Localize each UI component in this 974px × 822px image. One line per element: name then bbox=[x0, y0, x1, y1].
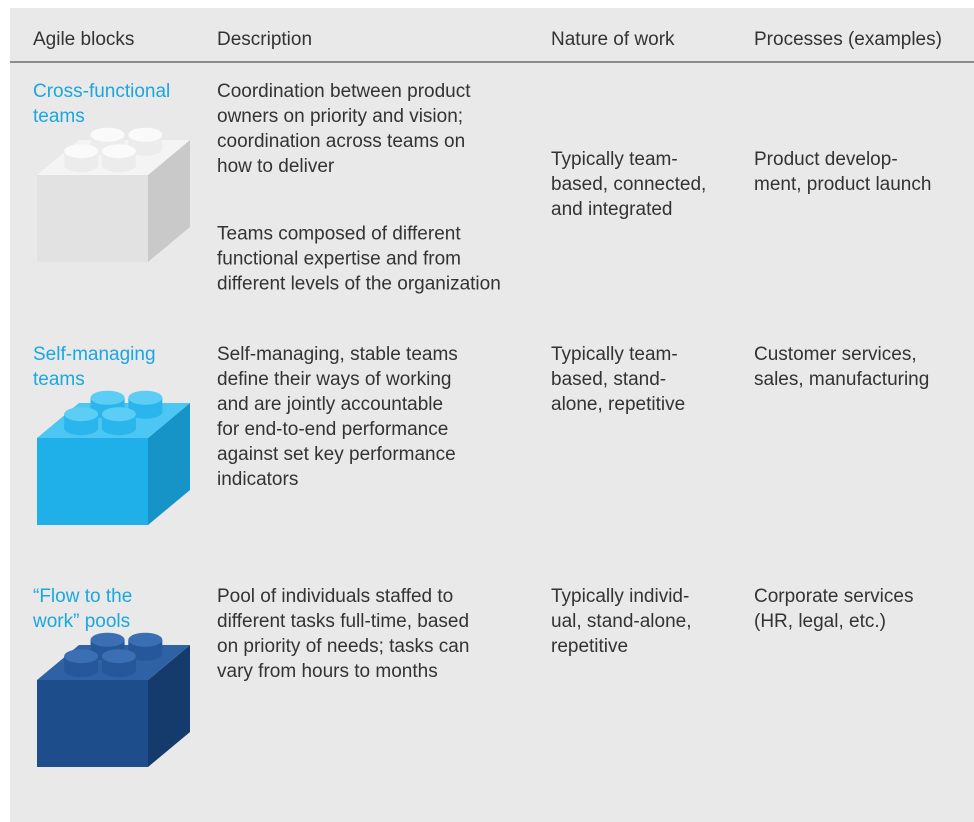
processes-line: Customer services, bbox=[754, 344, 917, 365]
brick-stud-top bbox=[64, 144, 99, 159]
brick-stud-base bbox=[128, 141, 163, 156]
block-name: teams bbox=[33, 106, 85, 127]
nature-line: based, stand- bbox=[551, 369, 666, 390]
brick-stud-top bbox=[101, 144, 136, 159]
nature-line: Typically team- bbox=[551, 149, 678, 170]
processes-line: sales, manufacturing bbox=[754, 369, 929, 390]
description-line: define their ways of working bbox=[217, 369, 451, 390]
description-line: against set key performance bbox=[217, 444, 456, 465]
brick-stud-base bbox=[64, 663, 99, 678]
block-name: Cross-functional bbox=[33, 81, 170, 102]
brick-front bbox=[37, 438, 148, 525]
description-line: and are jointly accountable bbox=[217, 394, 443, 415]
brick-side bbox=[148, 403, 190, 525]
column-header: Description bbox=[217, 29, 312, 50]
nature-line: based, connected, bbox=[551, 174, 706, 195]
description-line: Teams composed of different bbox=[217, 224, 461, 245]
description-line: vary from hours to months bbox=[217, 661, 438, 682]
brick-stud-top bbox=[101, 649, 136, 664]
block-name: Self-managing bbox=[33, 344, 156, 365]
description-line: Coordination between product bbox=[217, 81, 471, 102]
brick-front bbox=[37, 680, 148, 767]
brick-stud-base bbox=[101, 421, 136, 436]
column-header: Agile blocks bbox=[33, 29, 134, 50]
column-header: Nature of work bbox=[551, 29, 675, 50]
nature-line: Typically individ- bbox=[551, 586, 689, 607]
lego-brick bbox=[37, 127, 190, 262]
lego-brick bbox=[37, 390, 190, 525]
brick-stud-top bbox=[90, 632, 125, 647]
brick-stud-top bbox=[64, 649, 99, 664]
lego-brick bbox=[37, 632, 190, 767]
description-line: owners on priority and vision; bbox=[217, 106, 463, 127]
description-line: indicators bbox=[217, 469, 298, 490]
processes-line: (HR, legal, etc.) bbox=[754, 611, 886, 632]
description-line: different tasks full-time, based bbox=[217, 611, 469, 632]
description-line: Pool of individuals staffed to bbox=[217, 586, 453, 607]
column-header: Processes (examples) bbox=[754, 29, 942, 50]
brick-stud-top bbox=[90, 390, 125, 405]
brick-stud-base bbox=[64, 158, 99, 173]
brick-stud-top bbox=[128, 632, 163, 647]
brick-stud-base bbox=[101, 158, 136, 173]
brick-stud-top bbox=[128, 127, 163, 142]
brick-side bbox=[148, 645, 190, 767]
description-line: coordination across teams on bbox=[217, 131, 465, 152]
block-name: “Flow to the bbox=[33, 586, 132, 607]
description-line: how to deliver bbox=[217, 156, 335, 177]
nature-line: alone, repetitive bbox=[551, 394, 685, 415]
nature-line: Typically team- bbox=[551, 344, 678, 365]
processes-line: Corporate services bbox=[754, 586, 913, 607]
description-line: functional expertise and from bbox=[217, 249, 461, 270]
nature-line: ual, stand-alone, bbox=[551, 611, 692, 632]
brick-stud-base bbox=[101, 663, 136, 678]
brick-side bbox=[148, 140, 190, 262]
description-line: for end-to-end performance bbox=[217, 419, 448, 440]
description-line: different levels of the organization bbox=[217, 274, 501, 295]
block-name: teams bbox=[33, 369, 85, 390]
brick-stud-base bbox=[128, 404, 163, 419]
brick-stud-top bbox=[101, 407, 136, 422]
description-line: Self-managing, stable teams bbox=[217, 344, 458, 365]
description-line: on priority of needs; tasks can bbox=[217, 636, 469, 657]
nature-line: repetitive bbox=[551, 636, 628, 657]
processes-line: Product develop- bbox=[754, 149, 898, 170]
brick-front bbox=[37, 175, 148, 262]
nature-line: and integrated bbox=[551, 199, 673, 220]
brick-stud-base bbox=[128, 646, 163, 661]
brick-stud-top bbox=[128, 390, 163, 405]
brick-stud-base bbox=[64, 421, 99, 436]
brick-stud-top bbox=[90, 127, 125, 142]
block-name: work” pools bbox=[32, 611, 130, 632]
processes-line: ment, product launch bbox=[754, 174, 931, 195]
brick-stud-top bbox=[64, 407, 99, 422]
